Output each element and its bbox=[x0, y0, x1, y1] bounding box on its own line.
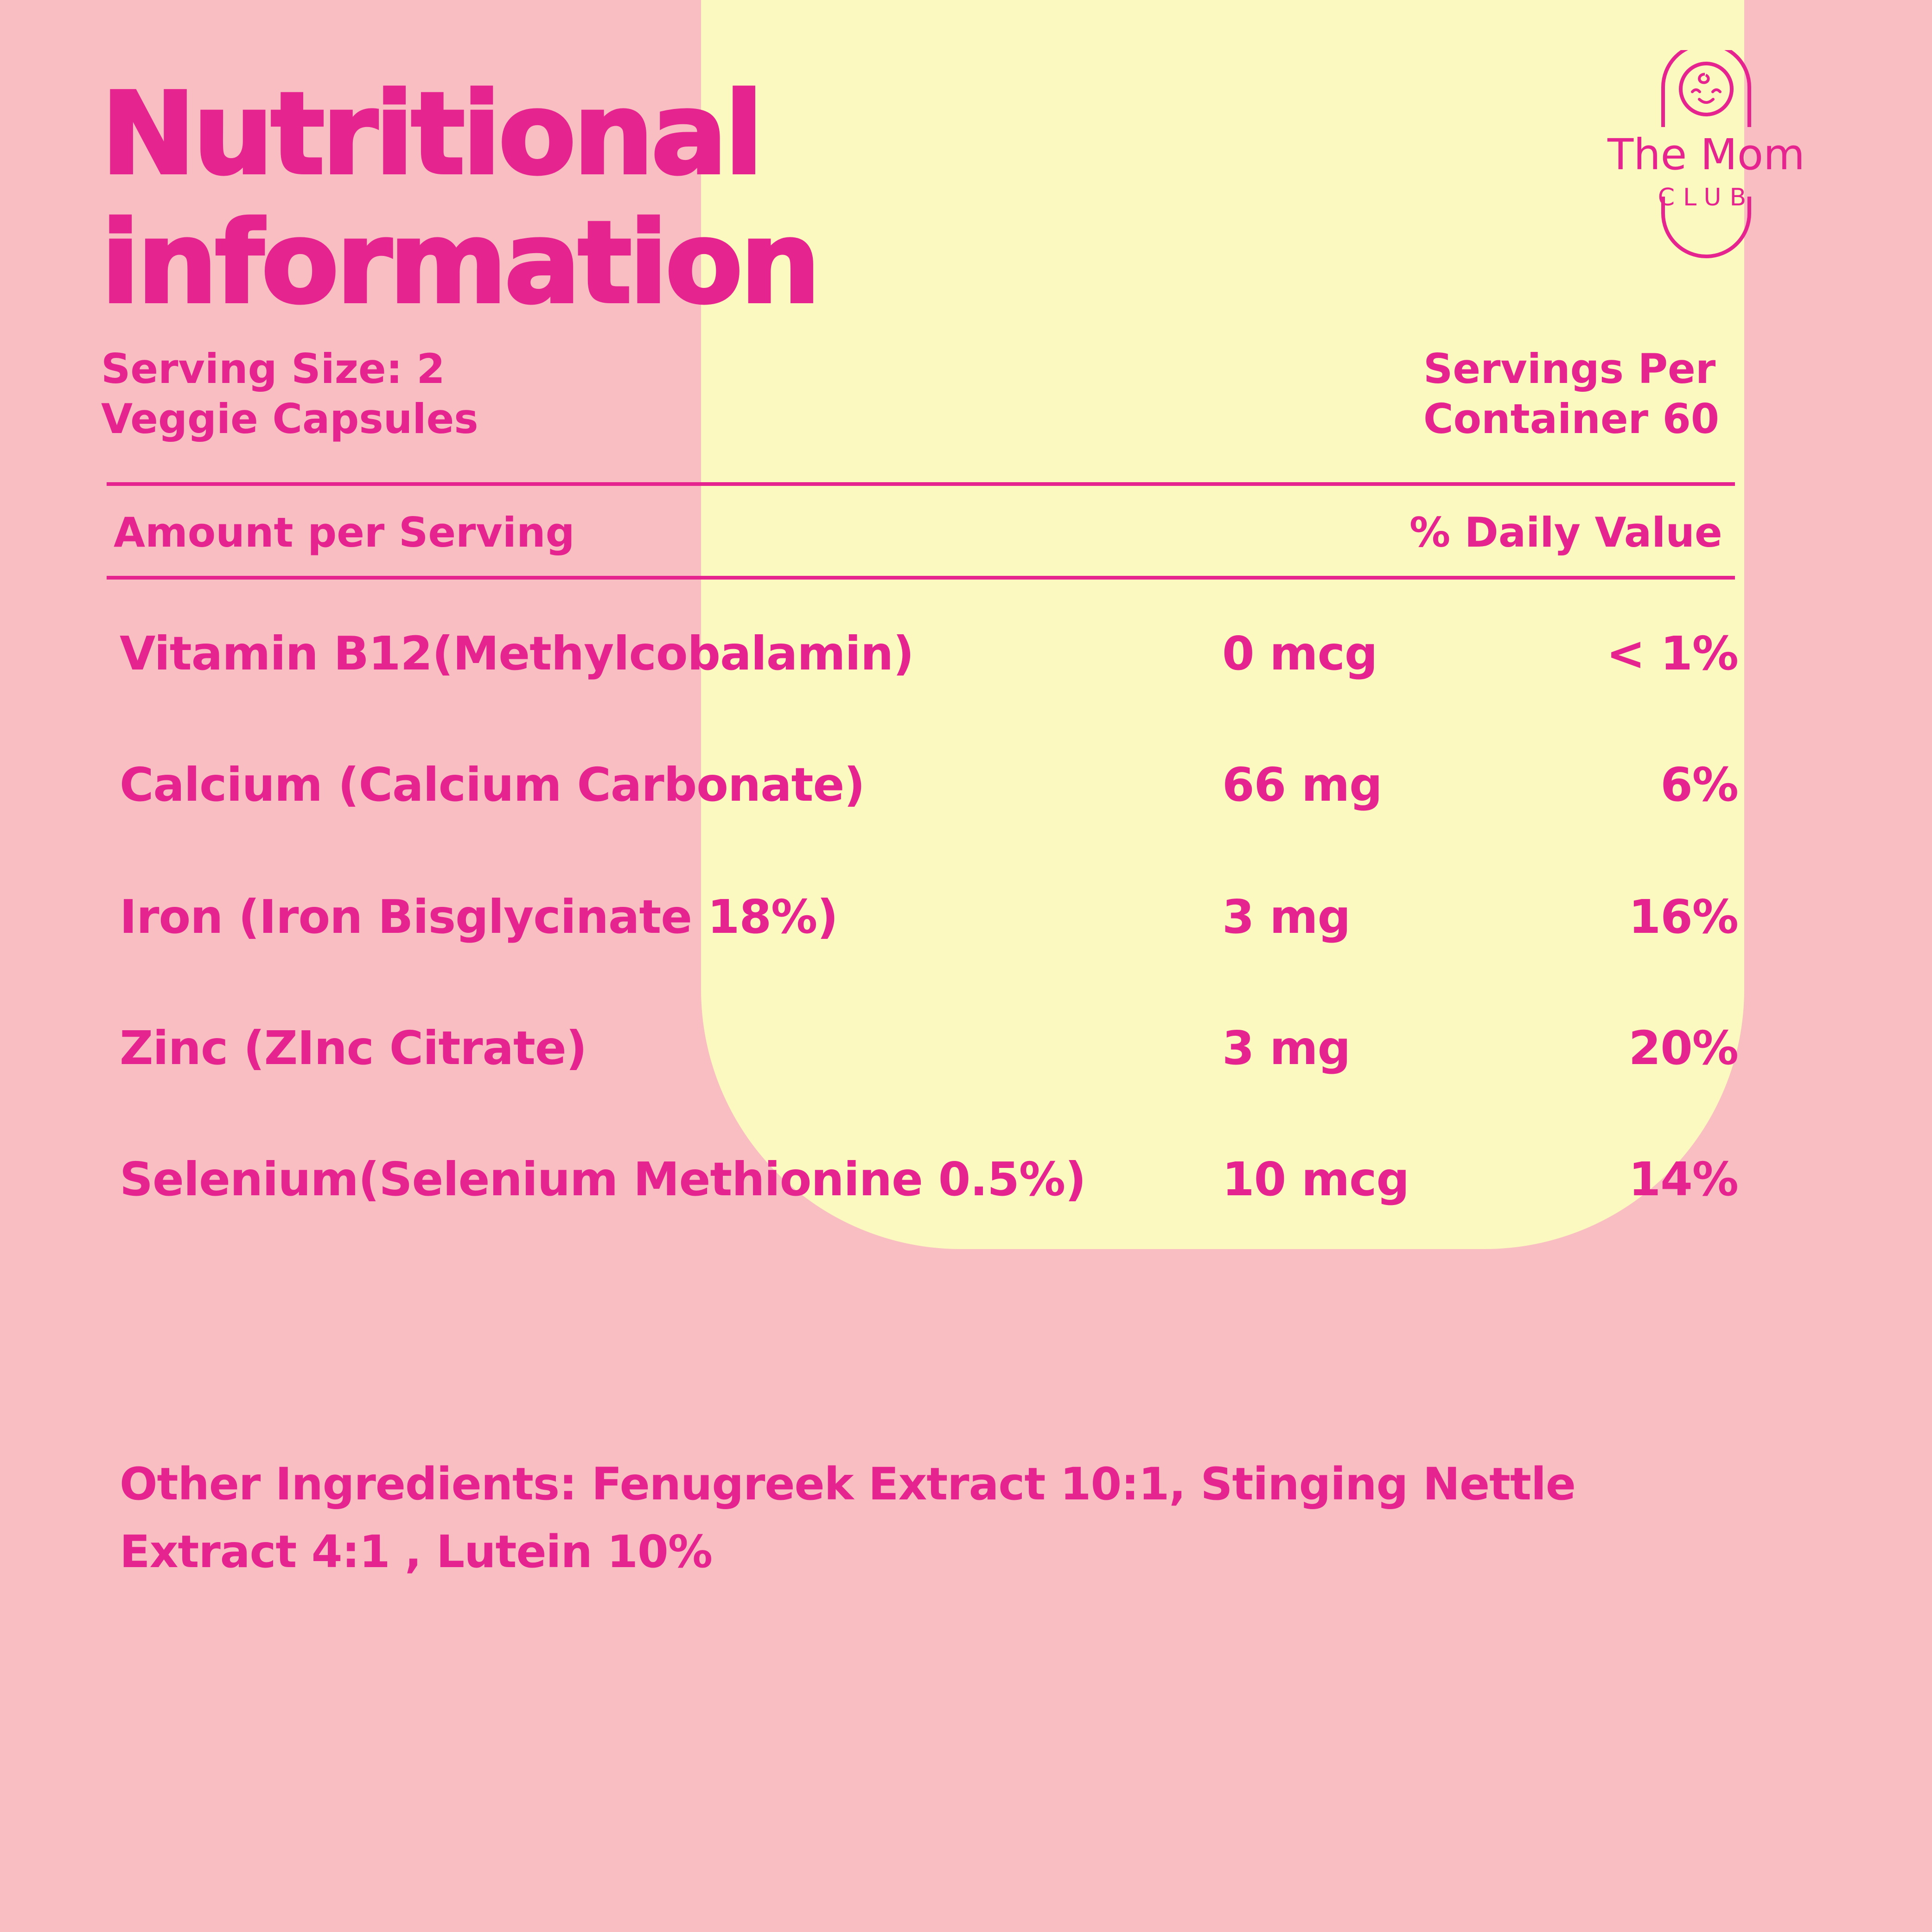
nutrient-daily-value: 6% bbox=[1660, 758, 1739, 812]
nutrient-row: Calcium (Calcium Carbonate) 66 mg 6% bbox=[0, 755, 1932, 820]
nutrient-name: Selenium(Selenium Methionine 0.5%) bbox=[120, 1152, 1086, 1206]
nutrient-daily-value: < 1% bbox=[1606, 626, 1739, 681]
nutrient-name: Zinc (ZInc Citrate) bbox=[120, 1021, 587, 1075]
serving-size-line-1: Serving Size: 2 bbox=[101, 345, 445, 393]
serving-size: Serving Size: 2 Veggie Capsules bbox=[101, 344, 478, 444]
other-ingredients-line-2: Extract 4:1 , Lutein 10% bbox=[120, 1526, 713, 1578]
amount-per-serving-header: Amount per Serving bbox=[114, 509, 575, 556]
other-ingredients-line-1: Other Ingredients: Fenugreek Extract 10:… bbox=[120, 1458, 1576, 1510]
nutrient-amount: 66 mg bbox=[1222, 758, 1383, 812]
nutrient-name: Iron (Iron Bisglycinate 18%) bbox=[120, 890, 838, 944]
nutrient-row: Iron (Iron Bisglycinate 18%) 3 mg 16% bbox=[0, 887, 1932, 952]
nutrient-name: Calcium (Calcium Carbonate) bbox=[120, 758, 865, 812]
brand-name: The Mom bbox=[1607, 130, 1805, 179]
servings-per-line-1: Servings Per bbox=[1423, 345, 1716, 393]
serving-size-line-2: Veggie Capsules bbox=[101, 395, 478, 443]
nutrient-daily-value: 16% bbox=[1628, 890, 1739, 944]
daily-value-header: % Daily Value bbox=[1409, 509, 1722, 556]
nutrient-amount: 3 mg bbox=[1222, 1021, 1351, 1075]
nutrient-amount: 0 mcg bbox=[1222, 626, 1377, 681]
yellow-backdrop-panel bbox=[701, 0, 1744, 1249]
page-title: Nutritional information bbox=[100, 68, 822, 329]
brand-logo: The Mom CLUB bbox=[1597, 50, 1815, 268]
nutrient-row: Vitamin B12(Methylcobalamin) 0 mcg < 1% bbox=[0, 624, 1932, 689]
nutrient-name: Vitamin B12(Methylcobalamin) bbox=[120, 626, 914, 681]
nutrient-amount: 10 mcg bbox=[1222, 1152, 1409, 1206]
nutrient-daily-value: 20% bbox=[1628, 1021, 1739, 1075]
brand-subtitle: CLUB bbox=[1658, 184, 1755, 211]
table-top-divider bbox=[107, 482, 1735, 486]
title-line-2: information bbox=[100, 197, 822, 329]
nutrient-row: Selenium(Selenium Methionine 0.5%) 10 mc… bbox=[0, 1149, 1932, 1214]
baby-face-capsule-icon bbox=[1661, 50, 1751, 258]
nutrient-amount: 3 mg bbox=[1222, 890, 1351, 944]
other-ingredients: Other Ingredients: Fenugreek Extract 10:… bbox=[120, 1450, 1770, 1586]
title-line-1: Nutritional bbox=[100, 68, 765, 200]
servings-per-container: Servings Per Container 60 bbox=[1423, 344, 1719, 444]
servings-per-line-2: Container 60 bbox=[1423, 395, 1720, 443]
nutrient-daily-value: 14% bbox=[1628, 1152, 1739, 1206]
nutrient-row: Zinc (ZInc Citrate) 3 mg 20% bbox=[0, 1018, 1932, 1083]
table-header-divider bbox=[107, 576, 1735, 580]
